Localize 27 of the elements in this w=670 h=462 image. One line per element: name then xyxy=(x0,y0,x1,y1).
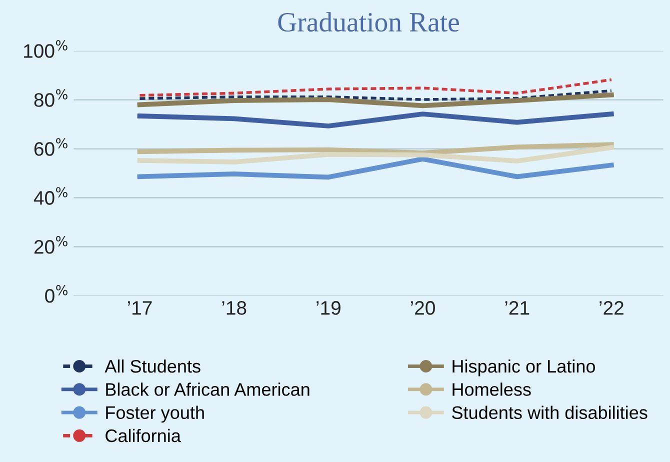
legend-label: California xyxy=(106,428,181,442)
y-tick-label: 100$^{%}$ xyxy=(24,40,68,58)
y-tick-label: 40$^{%}$ xyxy=(34,187,68,205)
legend-label: Homeless xyxy=(452,382,531,396)
x-tick-label: ’18 xyxy=(222,301,246,315)
line-series xyxy=(137,112,614,128)
legend-label: All Students xyxy=(104,359,200,373)
x-tick-label: ’19 xyxy=(316,301,340,315)
y-tick-label: 0$^{%}$ xyxy=(45,285,68,303)
legend-label: Students with disabilities xyxy=(452,406,648,420)
line-series xyxy=(137,156,614,180)
x-tick-label: ’17 xyxy=(128,301,152,315)
x-tick-label: ’20 xyxy=(410,301,435,315)
line-series xyxy=(137,142,614,156)
legend-label: Foster youth xyxy=(106,406,204,423)
line-series xyxy=(138,78,613,97)
line-series xyxy=(137,145,614,164)
y-tick-label: 20$^{%}$ xyxy=(34,236,68,254)
chart-title: Graduation Rate xyxy=(278,12,459,32)
y-tick-label: 60$^{%}$ xyxy=(34,138,68,156)
legend-label: Black or African American xyxy=(106,382,310,396)
line-series xyxy=(138,89,613,101)
line-series xyxy=(137,92,614,108)
legend-label: Hispanic or Latino xyxy=(452,359,595,376)
x-tick-label: ’21 xyxy=(505,301,530,315)
x-tick-label: ’22 xyxy=(600,301,624,315)
y-tick-label: 80$^{%}$ xyxy=(34,89,68,107)
